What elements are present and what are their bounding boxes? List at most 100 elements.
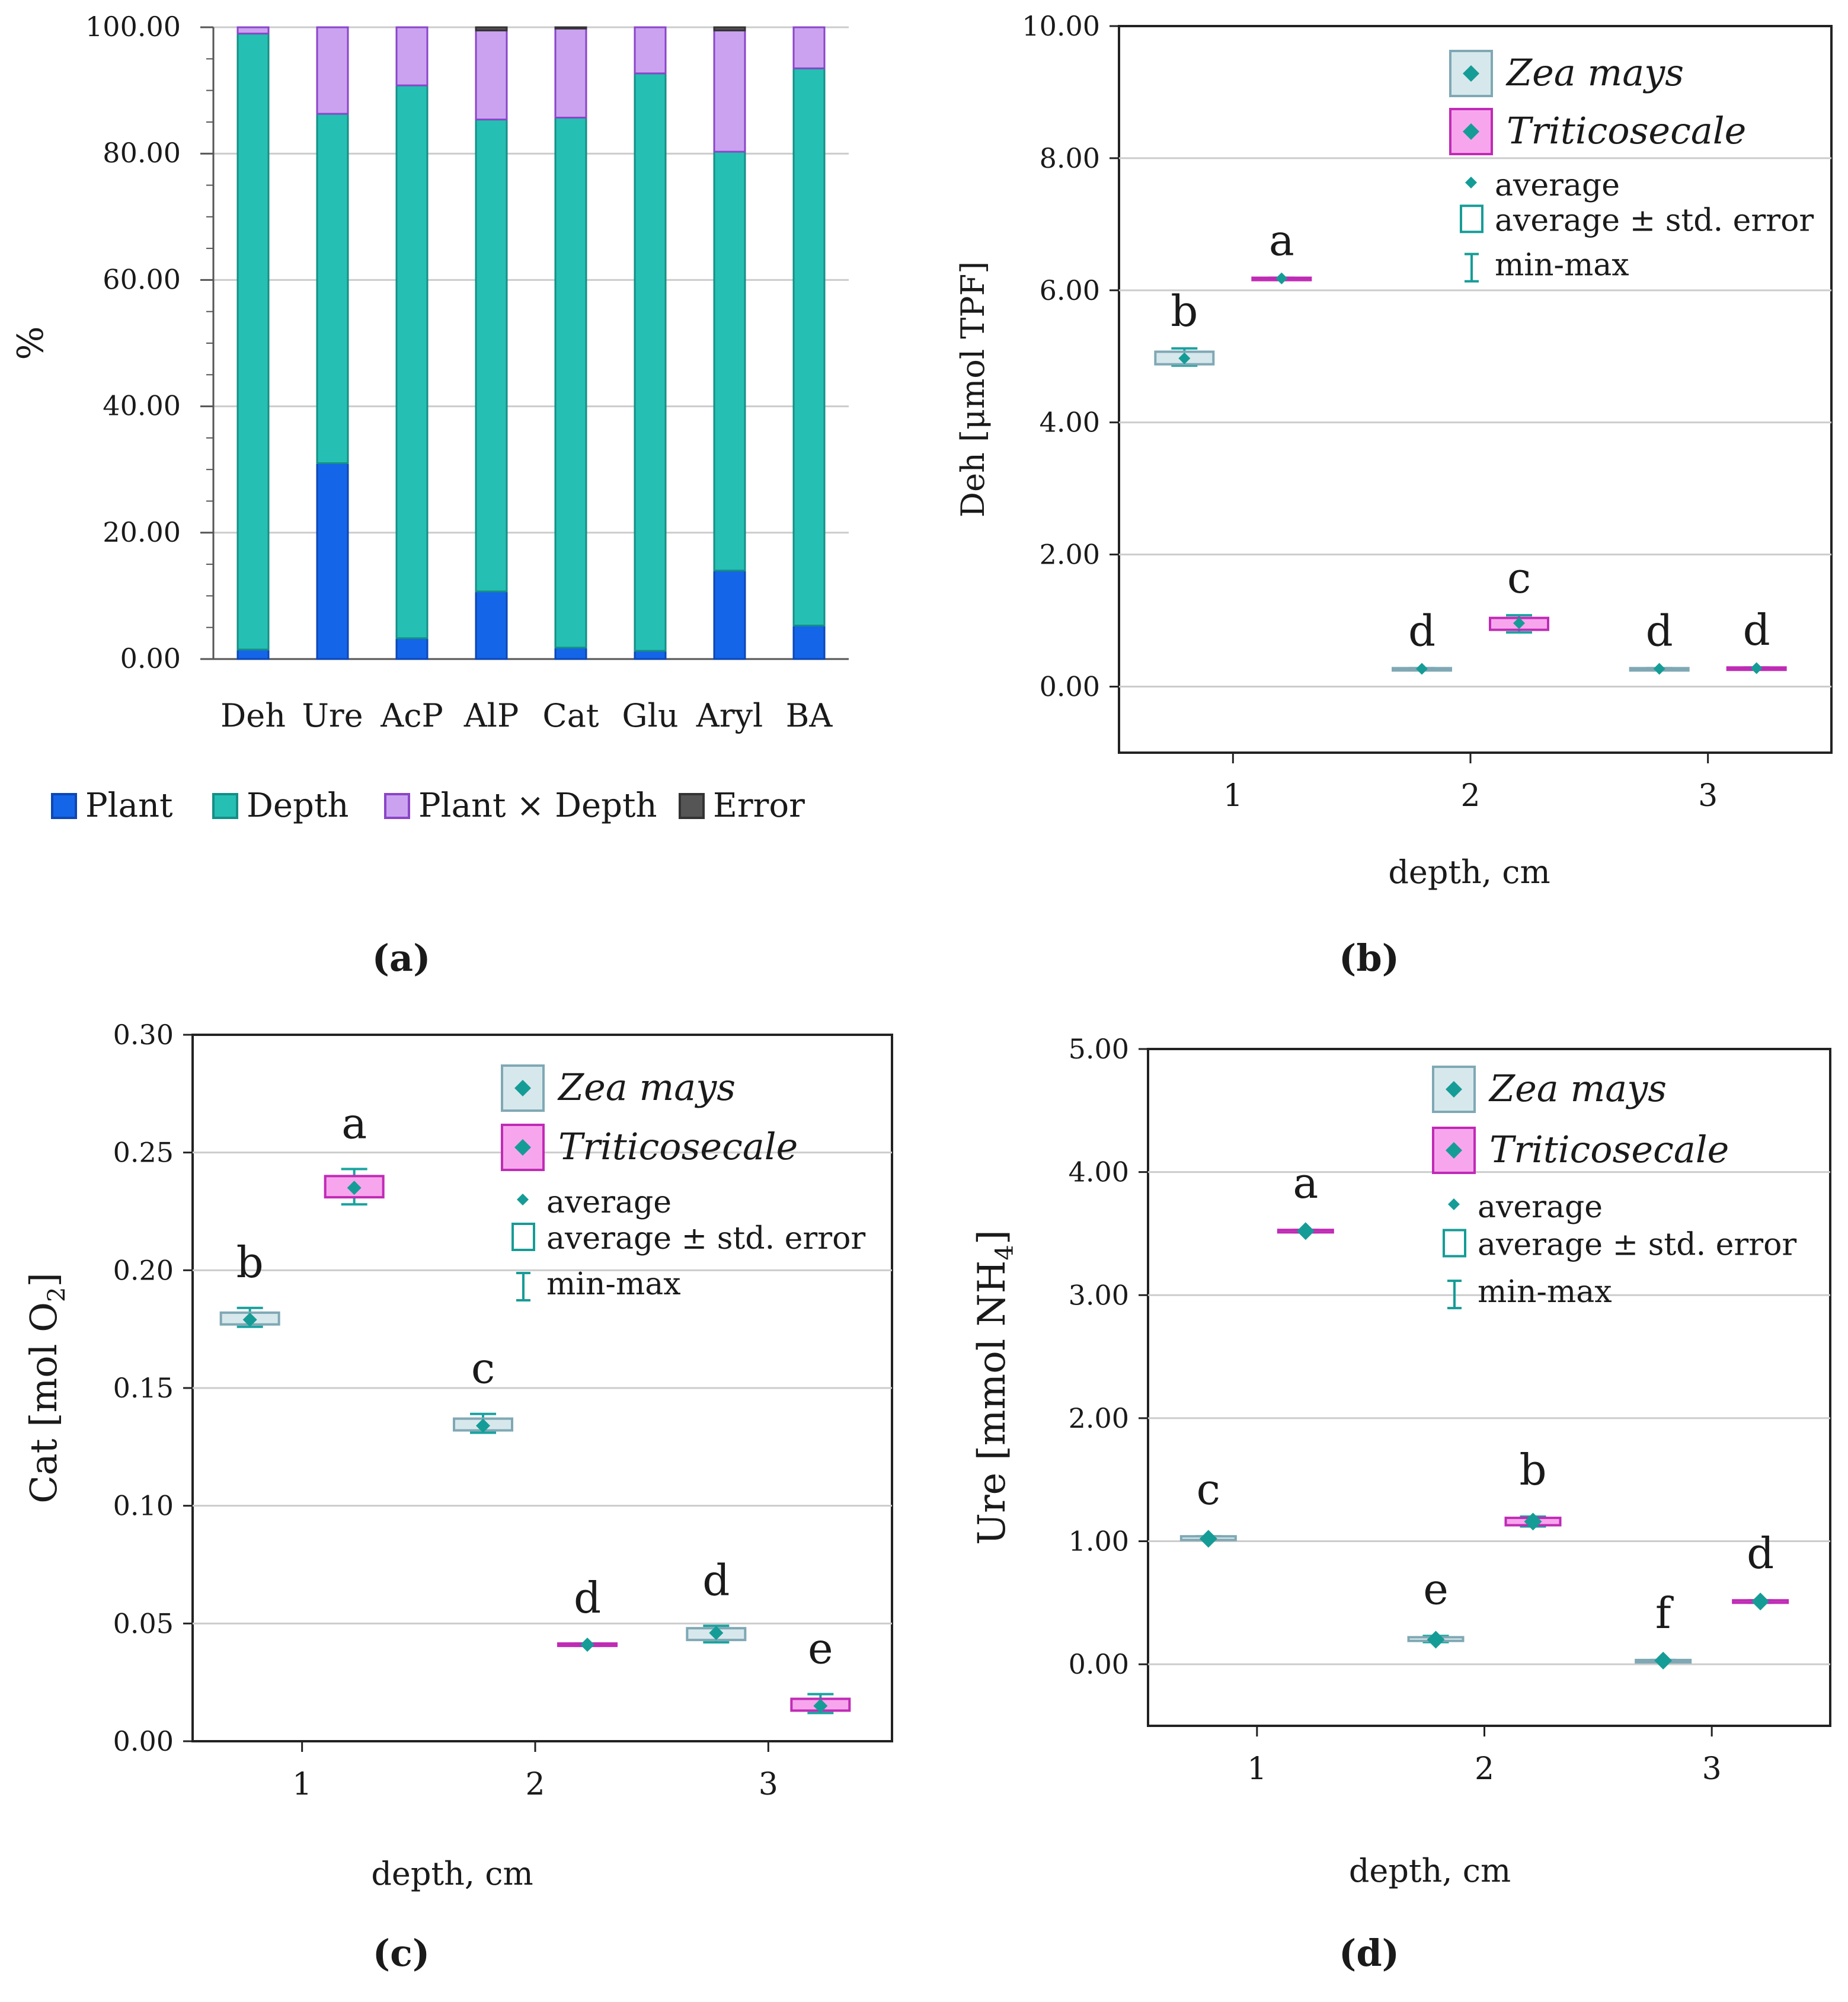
mean-marker bbox=[1750, 662, 1763, 674]
bar-alp-depth bbox=[475, 119, 508, 593]
mean-marker bbox=[813, 1699, 828, 1713]
box-depth2-zea: c bbox=[453, 1344, 513, 1434]
legend-marker-trit bbox=[514, 1139, 531, 1156]
legend-marker-average bbox=[1448, 1198, 1460, 1210]
bar-cat-interaction bbox=[554, 27, 587, 119]
bar-deh-interaction bbox=[236, 26, 270, 35]
box-depth1-trit: a bbox=[1277, 1158, 1334, 1240]
y-tick-label: 0.15 bbox=[113, 1372, 174, 1404]
box-depth3-zea: d bbox=[686, 1555, 747, 1644]
legend-swatch-plant bbox=[51, 793, 77, 819]
significance-letter: c bbox=[1197, 1464, 1220, 1514]
significance-letter: b bbox=[1171, 286, 1198, 336]
legend-swatch-depth bbox=[212, 793, 238, 819]
x-tick-label: 2 bbox=[1460, 778, 1480, 814]
legend-marker-trit bbox=[1446, 1142, 1462, 1159]
caption-d: (d) bbox=[1339, 1931, 1399, 1975]
legend-marker-std-error bbox=[1443, 1229, 1466, 1258]
legend-label-error: Error bbox=[713, 786, 805, 825]
chart-a: 0.00 20.00 40.00 60.00 80.00 100.00% Deh Ure AcP… bbox=[10, 11, 849, 980]
y-tick-label: 0.00 bbox=[120, 642, 181, 674]
legend-label-plant: Plant bbox=[85, 786, 173, 825]
mean-marker bbox=[1427, 1630, 1445, 1649]
legend-marker-zea bbox=[514, 1080, 531, 1096]
mean-marker bbox=[1275, 272, 1288, 284]
legend-swatch-trit bbox=[501, 1124, 545, 1171]
significance-letter: a bbox=[341, 1098, 367, 1148]
legend-label-minmax: min-max bbox=[1478, 1274, 1612, 1310]
y-tick-label: 4.00 bbox=[1040, 407, 1100, 439]
box-depth3-trit: e bbox=[790, 1624, 851, 1715]
x-tick-label: 3 bbox=[1698, 778, 1718, 814]
x-tick-label: 1 bbox=[1223, 778, 1243, 814]
y-tick-label: 40.00 bbox=[103, 390, 181, 422]
x-tick-label: 3 bbox=[1702, 1751, 1722, 1787]
y-tick-label: 0.00 bbox=[1040, 671, 1100, 703]
x-tick-label: Cat bbox=[542, 697, 599, 734]
chart-b: 0.00 2.00 4.00 6.00 8.00 10.00 1 2 3 depth, cm Deh… bbox=[954, 10, 1833, 980]
box-depth1-zea: b bbox=[1154, 286, 1215, 367]
mean-marker bbox=[580, 1638, 594, 1652]
y-tick-label: 5.00 bbox=[1069, 1033, 1129, 1065]
plot-frame bbox=[1118, 25, 1833, 754]
y-tick-label: 80.00 bbox=[103, 137, 181, 169]
x-axis-label: depth, cm bbox=[371, 1855, 533, 1892]
box-depth2-zea: e bbox=[1407, 1564, 1465, 1649]
bar-acp-depth bbox=[395, 84, 429, 639]
y-axis-label: Deh [μmol TPF] bbox=[954, 261, 992, 517]
legend-swatch-error bbox=[679, 793, 705, 819]
bar-ure-depth bbox=[316, 113, 349, 465]
mean-marker bbox=[1653, 663, 1665, 675]
box-depth3-zea: d bbox=[1629, 606, 1690, 675]
significance-letter: d bbox=[1743, 605, 1770, 655]
y-tick-label: 1.00 bbox=[1069, 1526, 1129, 1558]
box-depth3-zea: f bbox=[1635, 1588, 1692, 1670]
x-tick-label: AcP bbox=[380, 697, 443, 734]
legend-marker-std-error bbox=[1460, 204, 1483, 234]
y-tick-label: 10.00 bbox=[1022, 10, 1100, 42]
x-tick-label: Glu bbox=[622, 697, 678, 734]
significance-letter: b bbox=[236, 1237, 264, 1287]
bar-alp-error bbox=[475, 26, 508, 31]
x-tick-label: 1 bbox=[292, 1767, 312, 1802]
legend-marker-zea bbox=[1463, 65, 1479, 82]
bar-ure-plant bbox=[316, 462, 349, 660]
significance-letter: f bbox=[1655, 1588, 1674, 1638]
x-tick-label: Aryl bbox=[696, 697, 763, 734]
mean-marker bbox=[1178, 352, 1191, 364]
bar-deh-depth bbox=[236, 33, 270, 651]
bar-acp-plant bbox=[395, 637, 429, 660]
bar-ba-plant bbox=[792, 625, 826, 660]
box-depth1-trit: a bbox=[1251, 216, 1312, 284]
y-axis-label-subscript: 2 bbox=[43, 1287, 71, 1302]
legend-label-zea: Zea mays bbox=[557, 1066, 736, 1109]
bar-cat-plant bbox=[554, 647, 587, 660]
bar-glu-plant bbox=[634, 650, 667, 660]
x-tick-label: 3 bbox=[759, 1767, 778, 1802]
plot-frame bbox=[1147, 1048, 1831, 1727]
legend-label-std-error: average ± std. error bbox=[546, 1221, 865, 1256]
y-tick-label: 2.00 bbox=[1040, 539, 1100, 571]
legend-label-trit: Triticosecale bbox=[1507, 109, 1746, 152]
y-tick-label: 3.00 bbox=[1069, 1279, 1129, 1311]
y-tick-label: 0.10 bbox=[113, 1490, 174, 1522]
caption-b: (b) bbox=[1339, 936, 1399, 980]
y-axis-label-main: Cat [mol O bbox=[22, 1302, 65, 1504]
mean-marker bbox=[709, 1626, 724, 1640]
significance-letter: a bbox=[1269, 216, 1294, 266]
y-tick-label: 0.00 bbox=[113, 1725, 174, 1757]
chart-c: 0.00 0.05 0.10 0.15 0.20 0.25 0.30 1 2 3 depth, cm… bbox=[22, 1019, 893, 1975]
y-axis-label-end: ] bbox=[970, 1230, 1014, 1245]
legend-label-std-error: average ± std. error bbox=[1478, 1227, 1796, 1263]
legend-label-std-error: average ± std. error bbox=[1495, 203, 1814, 238]
legend-label-depth: Depth bbox=[247, 786, 349, 825]
mean-marker bbox=[347, 1181, 362, 1195]
y-tick-label: 2.00 bbox=[1069, 1402, 1129, 1434]
legend-marker-zea bbox=[1446, 1081, 1462, 1098]
x-axis-label: depth, cm bbox=[1349, 1852, 1511, 1889]
y-axis-label: % bbox=[10, 326, 52, 360]
significance-letter: d bbox=[1408, 606, 1435, 655]
legend-label-trit: Triticosecale bbox=[558, 1125, 798, 1168]
x-tick-label: Deh bbox=[220, 697, 286, 734]
